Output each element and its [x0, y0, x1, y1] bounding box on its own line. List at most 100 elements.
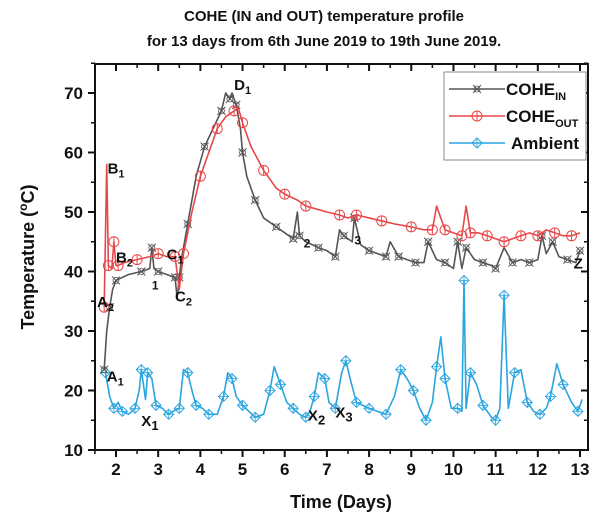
data-point [420, 414, 432, 426]
data-point [190, 399, 202, 412]
data-point [544, 390, 557, 403]
marker-ring [509, 259, 516, 266]
data-point [334, 209, 346, 221]
marker-x [330, 252, 340, 261]
data-point [525, 258, 534, 267]
data-point [116, 405, 129, 418]
marker-ring [296, 232, 303, 240]
marker-ring [462, 244, 470, 252]
marker-ring [331, 253, 339, 261]
plot-frame [94, 63, 589, 451]
annotation-a2: A2 [97, 294, 114, 314]
data-point [163, 408, 175, 421]
marker-x [453, 237, 463, 247]
data-point [557, 378, 569, 391]
data-point [238, 148, 247, 157]
marker-x [508, 258, 517, 267]
marker-x [440, 258, 450, 267]
y-tick-label: 40 [64, 263, 83, 282]
annotation-c2: C2 [175, 288, 192, 308]
legend-label: COHEIN [506, 80, 566, 103]
annotation-layer: A1 A2 B1 B2 C1 C2 D1 1 2 3 X1 X2 X3 Z [97, 77, 583, 433]
data-point [340, 355, 352, 367]
data-point [274, 378, 287, 391]
marker-ring [112, 277, 120, 284]
annotation-x3: X3 [335, 404, 352, 424]
marker-x [339, 231, 349, 241]
legend-marker [471, 110, 483, 122]
legend-label: Ambient [511, 134, 579, 153]
data-point [300, 200, 312, 212]
data-point [173, 402, 185, 415]
marker-ring [226, 95, 234, 103]
legend-item-cohein: COHEIN [449, 80, 566, 103]
marker-ring [272, 223, 280, 231]
data-point [451, 402, 464, 415]
data-point [141, 366, 154, 379]
data-point [150, 399, 162, 412]
data-point [515, 230, 527, 242]
data-point [228, 105, 240, 117]
legend-label: COHEOUT [506, 107, 579, 130]
data-point [287, 402, 299, 415]
data-point [295, 231, 304, 241]
x-tick-label: 3 [153, 460, 162, 479]
marker-x [99, 365, 109, 375]
marker-x [575, 246, 585, 256]
annotation-b2: B2 [116, 250, 133, 270]
data-point [363, 402, 375, 415]
data-point [177, 248, 189, 260]
data-point [478, 258, 488, 267]
x-tick-label: 13 [571, 460, 590, 479]
data-point [395, 363, 407, 376]
data-point [174, 273, 184, 282]
marker-ring [479, 259, 487, 266]
marker-ring [175, 274, 183, 281]
marker-ring [441, 259, 449, 266]
chart-subtitle: for 13 days from 6th June 2019 to 19th J… [146, 33, 502, 50]
data-point [131, 254, 143, 266]
data-point [532, 230, 544, 242]
data-point [350, 209, 362, 221]
data-point [136, 267, 146, 276]
annotation-x2: X2 [308, 407, 325, 427]
marker-ring [239, 149, 246, 156]
data-point [566, 230, 578, 242]
marker-x [461, 243, 471, 253]
data-point [153, 267, 163, 276]
marker-x [364, 246, 374, 256]
marker-ring [232, 101, 240, 109]
data-point [300, 411, 312, 423]
data-point [423, 237, 433, 247]
marker-x [478, 258, 488, 267]
data-point [108, 402, 120, 415]
marker-ring [218, 107, 225, 115]
y-tick-label: 70 [64, 84, 83, 103]
marker-x [537, 231, 547, 241]
data-point [477, 399, 489, 412]
legend-item-ambient: Ambient [449, 134, 579, 153]
marker-x [491, 264, 500, 273]
y-tick-label: 60 [64, 144, 83, 163]
data-point [314, 243, 323, 253]
data-point [264, 384, 276, 397]
data-point [548, 237, 557, 247]
series-ambient [99, 274, 584, 426]
marker-ring [576, 247, 584, 255]
data-point [211, 123, 223, 135]
annotation-b1: B1 [108, 160, 125, 180]
data-point [458, 274, 470, 287]
annotation-c1: C1 [167, 247, 184, 267]
data-point [182, 366, 194, 379]
y-tick-label: 10 [64, 441, 83, 460]
marker-x [288, 234, 298, 244]
data-point [279, 188, 291, 200]
data-point [464, 227, 476, 239]
data-point [439, 224, 451, 236]
annotation-2: 2 [304, 237, 311, 251]
data-point [430, 360, 443, 373]
data-point [491, 264, 500, 273]
marker-x [394, 252, 403, 261]
data-point [521, 396, 533, 409]
